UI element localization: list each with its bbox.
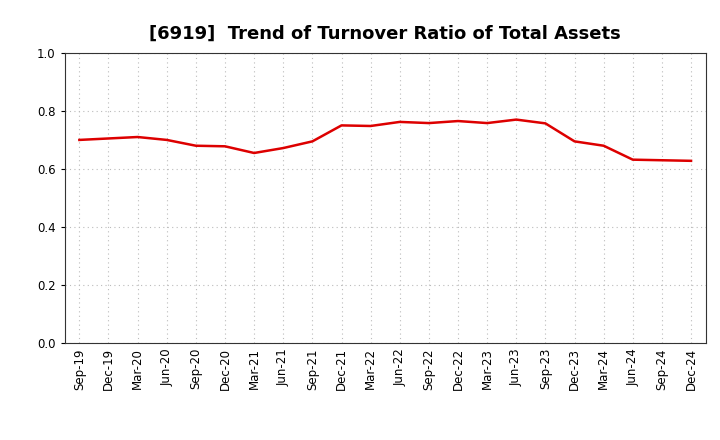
Title: [6919]  Trend of Turnover Ratio of Total Assets: [6919] Trend of Turnover Ratio of Total … — [149, 25, 621, 43]
